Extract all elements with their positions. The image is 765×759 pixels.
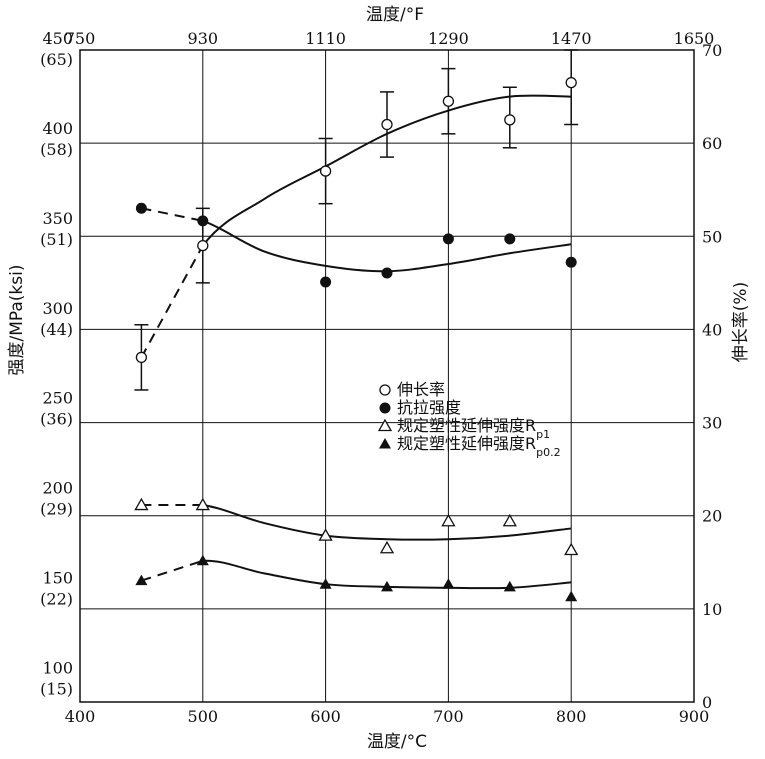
x-top-tick-label: 750 [65, 29, 96, 48]
y-left-tick-mpa: 400 [42, 119, 73, 138]
y-left-tick-ksi: (65) [40, 50, 73, 69]
legend-marker [379, 402, 391, 414]
data-point [564, 542, 579, 556]
y-left-tick-mpa: 150 [42, 569, 73, 588]
y-right-tick-label: 40 [702, 320, 722, 339]
data-point [319, 578, 332, 589]
y-right-tick-label: 60 [702, 134, 722, 153]
right-tick-labels: 0 10 20 30 40 50 60 70 [702, 41, 722, 712]
data-point [318, 528, 333, 541]
x-bottom-tick-label: 400 [65, 707, 96, 726]
y-right-tick-label: 50 [702, 227, 722, 246]
trend-dashed-segment [140, 245, 204, 358]
y-left-tick-ksi: (58) [40, 140, 73, 159]
data-point [319, 165, 332, 177]
trend-lines [140, 94, 572, 590]
data-point [135, 351, 148, 364]
data-point [504, 233, 516, 245]
y-left-tick-mpa: 300 [42, 299, 73, 318]
y-axis-left-title: 强度/MPa(ksi) [7, 265, 27, 376]
data-point [381, 580, 393, 592]
y-left-tick-mpa: 450 [42, 29, 73, 48]
y-left-tick-ksi: (15) [40, 680, 73, 699]
x-bottom-tick-label: 900 [679, 707, 710, 726]
data-markers [134, 76, 579, 602]
y-right-tick-label: 10 [702, 600, 722, 619]
data-point [441, 513, 456, 527]
y-left-tick-ksi: (44) [40, 320, 73, 339]
data-point [442, 578, 455, 589]
data-point [503, 580, 516, 592]
x-bottom-tick-label: 800 [556, 707, 587, 726]
data-point [135, 202, 147, 214]
data-point [565, 590, 578, 602]
x-bottom-tick-label: 700 [433, 707, 464, 726]
legend-entry: 规定塑性延伸强度Rp0.2 [397, 434, 561, 459]
x-bottom-tick-label: 600 [310, 707, 341, 726]
x-bottom-tick-label: 500 [188, 707, 219, 726]
y-left-tick-mpa: 350 [42, 209, 73, 228]
y-left-tick-ksi: (51) [40, 230, 73, 249]
y-axis-right-title: 伸长率(%) [731, 282, 751, 362]
x-axis-top-title: 温度/°F [366, 5, 424, 25]
data-point [442, 233, 454, 245]
y-right-tick-label: 30 [702, 414, 722, 433]
legend-entry: 规定塑性延伸强度Rp1 [397, 416, 550, 441]
data-point [381, 267, 393, 279]
data-point [320, 276, 332, 288]
data-point [135, 574, 148, 586]
y-left-tick-ksi: (36) [40, 410, 73, 429]
y-left-tick-mpa: 100 [42, 659, 73, 678]
legend-marker [379, 384, 391, 396]
trend-solid-curve [202, 504, 572, 541]
data-point [442, 95, 455, 107]
left-tick-labels: 450 (65) 400 (58) 350 (51) 300 (44) 250 (36) 200 (2… [40, 29, 73, 699]
trend-dashed-segment [141, 207, 204, 222]
data-point [379, 540, 395, 554]
trend-solid-curve [202, 219, 572, 273]
data-point [504, 114, 516, 126]
x-top-tick-label: 1110 [305, 29, 346, 48]
y-left-tick-ksi: (29) [40, 500, 73, 519]
data-point [195, 497, 210, 511]
y-left-tick-ksi: (22) [40, 590, 73, 609]
y-left-tick-mpa: 200 [42, 479, 73, 498]
legend-marker [379, 438, 391, 449]
data-point [502, 513, 517, 527]
plot-frame [79, 49, 695, 703]
top-tick-labels: 750 930 1110 1290 1470 1650 [65, 29, 715, 48]
data-point [196, 554, 209, 566]
y-right-tick-label: 0 [702, 693, 712, 712]
trend-dashed-segment [141, 559, 204, 582]
legend-entry: 抗拉强度 [397, 398, 461, 417]
x-axis-bottom-title: 温度/°C [367, 732, 427, 752]
legend-entry: 伸长率 [397, 380, 445, 399]
bottom-tick-labels: 400 500 600 700 800 900 [65, 707, 710, 726]
y-right-tick-label: 70 [702, 41, 722, 60]
data-point [197, 239, 209, 252]
x-top-tick-label: 1290 [428, 29, 469, 48]
y-right-tick-label: 20 [702, 507, 722, 526]
data-point [565, 76, 577, 89]
data-point [134, 497, 149, 511]
x-top-tick-label: 930 [188, 29, 219, 48]
x-top-tick-label: 1650 [674, 29, 715, 48]
data-point [197, 215, 209, 227]
x-top-tick-label: 1470 [551, 29, 592, 48]
data-point [565, 256, 577, 268]
y-left-tick-mpa: 250 [42, 389, 73, 408]
data-point [381, 118, 393, 131]
legend-marker [377, 418, 393, 432]
